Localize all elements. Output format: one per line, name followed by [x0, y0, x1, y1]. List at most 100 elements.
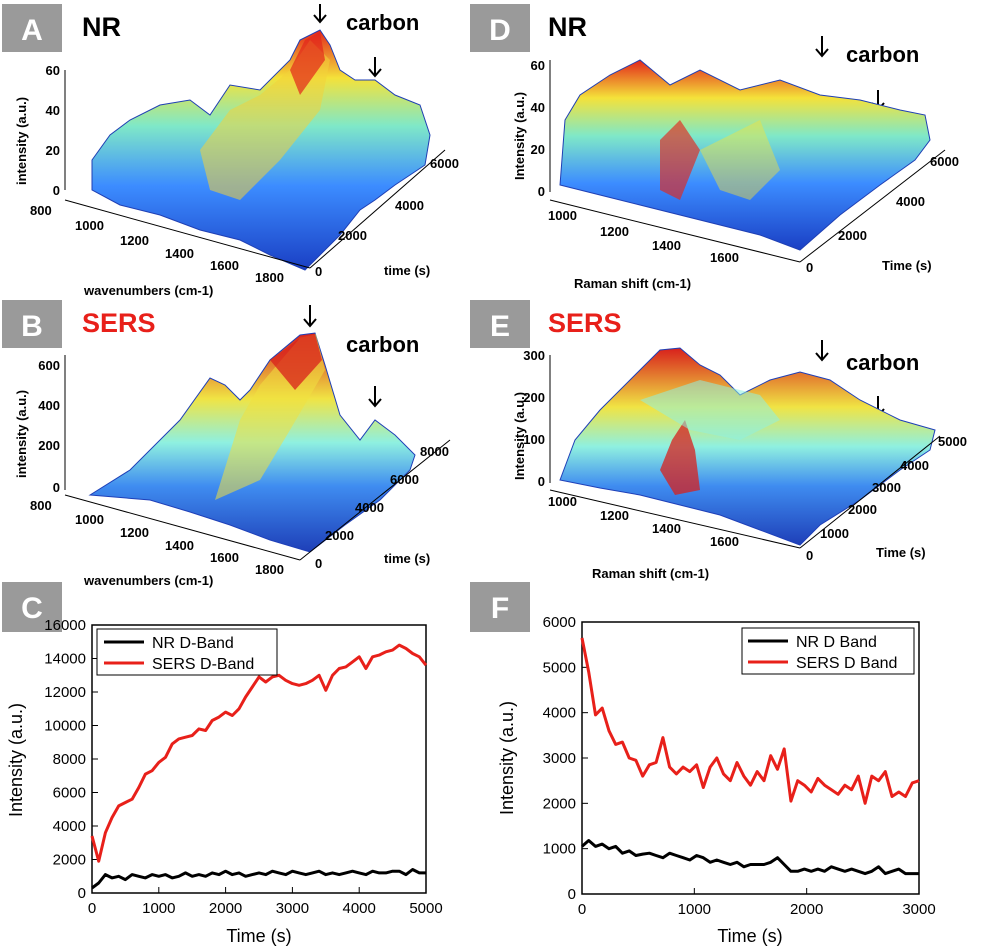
panel-f: F 0 1000 2000 3000 0 1000 2000 3000 4000 5000 6000…: [470, 582, 936, 946]
y-tick-label: 2000: [53, 852, 86, 869]
time-tick: 6000: [390, 472, 419, 487]
carbon-annotation: carbon: [346, 332, 419, 357]
carbon-arrow-2: [368, 386, 382, 408]
z-tick: 0: [53, 480, 60, 495]
x-tick-label: 2000: [790, 901, 823, 918]
carbon-annotation: carbon: [346, 10, 419, 35]
y-tick-label: 6000: [543, 614, 576, 631]
time-tick: 0: [315, 556, 322, 571]
z-tick: 400: [38, 398, 60, 413]
x-tick: 1600: [710, 534, 739, 549]
time-axis-label: time (s): [384, 551, 430, 566]
z-tick: 60: [531, 58, 545, 73]
time-tick: 2000: [338, 228, 367, 243]
z-tick: 0: [53, 183, 60, 198]
x-tick-label: 1000: [678, 901, 711, 918]
y-tick-label: 8000: [53, 751, 86, 768]
mode-title-nr: NR: [548, 12, 587, 42]
series-group-c: [90, 643, 428, 890]
z-tick: 0: [538, 474, 545, 489]
tick-group-f: 0 1000 2000 3000 0 1000 2000 3000 4000 5000 6000: [543, 614, 936, 918]
time-tick: 0: [315, 264, 322, 279]
x-tick: 1600: [710, 250, 739, 265]
x-axis: [549, 199, 801, 263]
z-tick: 100: [523, 432, 545, 447]
x-tick-label: 4000: [343, 900, 376, 917]
x-tick: 1200: [600, 508, 629, 523]
z-tick: 40: [531, 100, 545, 115]
y-tick-label: 0: [568, 886, 576, 903]
y-axis-label: Intensity (a.u.): [497, 701, 517, 815]
panel-letter-box: [2, 300, 62, 348]
legend-label-nr: NR D-Band: [152, 635, 234, 652]
x-tick-label: 3000: [276, 900, 309, 917]
x-tick: 1600: [210, 258, 239, 273]
time-axis-label: Time (s): [876, 545, 926, 560]
mode-title-nr: NR: [82, 12, 121, 42]
y-tick-label: 6000: [53, 785, 86, 802]
z-tick: 60: [46, 63, 60, 78]
surface-nr-d: [559, 59, 931, 251]
panel-letter-box: [470, 4, 530, 52]
mode-title-sers: SERS: [82, 308, 156, 338]
x-axis-label: wavenumbers (cm-1): [83, 283, 213, 298]
series-line-sers-d-band: [90, 643, 428, 863]
carbon-arrow-1: [313, 4, 327, 24]
panel-letter-box: [2, 582, 62, 632]
surface-peak: [660, 120, 700, 200]
panel-e: E SERS carbon 300 200 100 0 1000 1200 14…: [470, 300, 967, 581]
x-axis-label: Time (s): [717, 926, 782, 946]
panel-letter-box: [470, 582, 530, 632]
y-tick-label: 5000: [543, 659, 576, 676]
x-tick: 1000: [548, 208, 577, 223]
y-tick-label: 4000: [543, 705, 576, 722]
y-axis-label: Intensity (a.u.): [512, 392, 527, 480]
time-tick: 2000: [848, 502, 877, 517]
panel-letter: F: [491, 592, 509, 625]
panel-b: B SERS carbon 600 400 200 0 800 1000 120…: [2, 300, 451, 588]
x-tick: 1000: [548, 494, 577, 509]
x-tick: 1400: [165, 246, 194, 261]
y-tick-label: 1000: [543, 841, 576, 858]
x-tick-label: 0: [88, 900, 96, 917]
legend-label-nr: NR D Band: [796, 634, 877, 651]
x-tick-label: 3000: [902, 901, 935, 918]
legend-f: [741, 627, 915, 675]
y-tick-label: 2000: [543, 795, 576, 812]
series-line-nr-d-band: [91, 868, 426, 890]
x-tick: 1800: [255, 562, 284, 577]
y-tick-label: 3000: [543, 750, 576, 767]
x-axis: [64, 494, 301, 561]
x-tick: 1200: [120, 233, 149, 248]
legend-label-sers: SERS D Band: [796, 655, 897, 672]
y-axis-label: Intensity (a.u.): [6, 703, 26, 817]
series-line-sers-d-band: [580, 637, 920, 805]
x-tick-label: 5000: [409, 900, 442, 917]
time-tick: 4000: [395, 198, 424, 213]
time-tick: 2000: [838, 228, 867, 243]
time-tick: 1000: [820, 526, 849, 541]
x-tick: 1400: [652, 238, 681, 253]
panel-letter: D: [489, 14, 511, 47]
series-group-f: [580, 637, 920, 876]
x-tick-label: 0: [578, 901, 586, 918]
z-tick: 600: [38, 358, 60, 373]
y-tick-label: 12000: [44, 684, 86, 701]
panel-c: C 0 1000 2000 3000 4000 5000 0 2000 4000 6000 8000…: [2, 582, 443, 946]
time-tick: 6000: [430, 156, 459, 171]
y-tick-label: 4000: [53, 818, 86, 835]
carbon-arrow-2: [368, 57, 382, 78]
y-axis-label: Intensity (a.u.): [512, 92, 527, 180]
time-tick: 8000: [420, 444, 449, 459]
z-tick: 200: [523, 390, 545, 405]
z-tick: 0: [538, 184, 545, 199]
time-axis: [799, 149, 946, 263]
surface-peak: [290, 32, 325, 95]
x-axis-label: wavenumbers (cm-1): [83, 573, 213, 588]
time-axis-label: Time (s): [882, 258, 932, 273]
legend-c: [96, 628, 278, 676]
carbon-arrow-1: [303, 305, 317, 328]
z-tick: 200: [38, 438, 60, 453]
time-axis-label: time (s): [384, 263, 430, 278]
